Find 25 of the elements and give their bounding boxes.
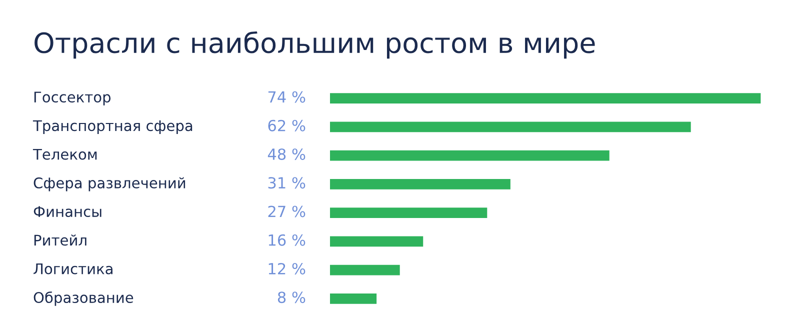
data-label: 12 % [268,262,306,274]
y-tick-label: Образование [34,292,134,306]
bar [330,179,510,190]
data-label: 62 % [268,120,306,132]
bar [330,208,488,218]
bar [330,150,610,161]
y-tick-label: Логистика [34,263,112,274]
y-tick-label: Финансы [34,206,102,218]
chart-title: Отрасли с наибольшим ростом в мире [34,31,595,59]
bar [330,264,400,276]
bar [330,93,761,104]
data-label: 27 % [268,206,306,218]
bar [330,294,377,304]
y-tick-label: Ритейл [34,234,86,246]
data-label: 31 % [268,177,306,189]
bar [330,236,424,247]
bar [330,122,691,132]
y-tick-label: Госсектор [34,92,111,106]
y-tick-label: Телеком [32,148,97,160]
data-label: 16 % [268,234,306,246]
data-label: 48 % [268,148,306,160]
data-label: 8 % [278,292,306,304]
y-tick-label: Транспортная сфера [32,120,192,134]
y-tick-label: Сфера развлечений [34,177,186,192]
data-label: 74 % [268,91,306,103]
